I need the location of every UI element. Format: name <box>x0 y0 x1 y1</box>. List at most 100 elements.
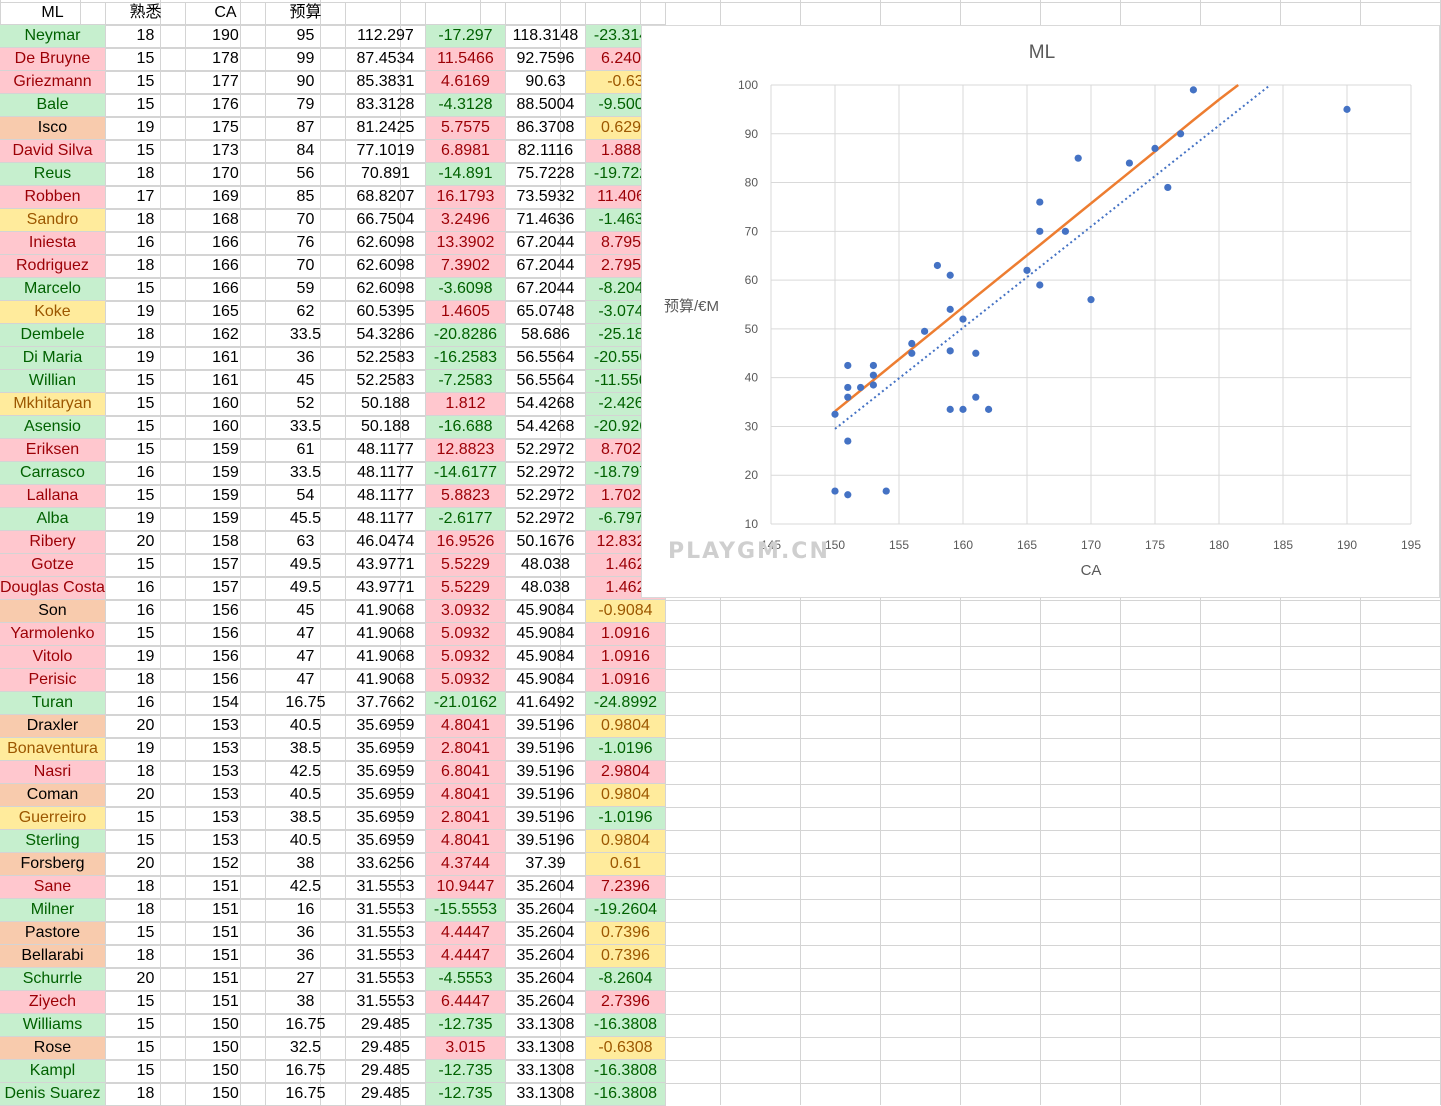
table-cell[interactable]: 40.5 <box>265 829 346 853</box>
table-cell[interactable]: 15 <box>105 484 186 508</box>
table-cell[interactable]: 18 <box>105 668 186 692</box>
table-cell[interactable]: 37.39 <box>505 852 586 876</box>
table-cell[interactable]: -16.3808 <box>585 1082 666 1106</box>
table-cell[interactable]: 176 <box>185 93 266 117</box>
table-cell[interactable]: 151 <box>185 898 266 922</box>
table-cell[interactable]: 35.6959 <box>345 714 426 738</box>
header-cell[interactable]: 熟悉 <box>105 2 186 25</box>
table-cell[interactable]: 15 <box>105 622 186 646</box>
table-cell[interactable]: 76 <box>265 231 346 255</box>
header-cell[interactable]: 预算 <box>265 2 346 25</box>
table-cell[interactable]: 153 <box>185 737 266 761</box>
player-name-cell[interactable]: Denis Suarez <box>0 1082 106 1106</box>
table-cell[interactable]: 153 <box>185 806 266 830</box>
table-cell[interactable]: 35.2604 <box>505 944 586 968</box>
table-cell[interactable]: 159 <box>185 461 266 485</box>
table-cell[interactable]: 151 <box>185 990 266 1014</box>
table-cell[interactable]: 38 <box>265 852 346 876</box>
table-cell[interactable]: 41.6492 <box>505 691 586 715</box>
table-cell[interactable]: 75.7228 <box>505 162 586 186</box>
player-name-cell[interactable]: Draxler <box>0 714 106 738</box>
table-cell[interactable]: 71.4636 <box>505 208 586 232</box>
table-cell[interactable]: 153 <box>185 829 266 853</box>
table-cell[interactable]: 52.2583 <box>345 346 426 370</box>
table-cell[interactable]: 43.9771 <box>345 553 426 577</box>
player-name-cell[interactable]: Ziyech <box>0 990 106 1014</box>
table-cell[interactable]: 36 <box>265 921 346 945</box>
table-cell[interactable]: 45 <box>265 369 346 393</box>
table-cell[interactable]: 170 <box>185 162 266 186</box>
table-cell[interactable]: 175 <box>185 116 266 140</box>
player-name-cell[interactable]: Isco <box>0 116 106 140</box>
table-cell[interactable]: 61 <box>265 438 346 462</box>
table-cell[interactable]: 1.0916 <box>585 668 666 692</box>
player-name-cell[interactable]: Yarmolenko <box>0 622 106 646</box>
table-cell[interactable]: 79 <box>265 93 346 117</box>
table-cell[interactable]: 54.3286 <box>345 323 426 347</box>
table-cell[interactable]: 31.5553 <box>345 898 426 922</box>
table-cell[interactable]: 151 <box>185 944 266 968</box>
table-cell[interactable]: 48.1177 <box>345 484 426 508</box>
table-cell[interactable]: 156 <box>185 599 266 623</box>
table-cell[interactable]: -16.3808 <box>585 1059 666 1083</box>
table-cell[interactable]: 5.5229 <box>425 576 506 600</box>
player-name-cell[interactable]: Perisic <box>0 668 106 692</box>
table-cell[interactable]: 0.9804 <box>585 829 666 853</box>
table-cell[interactable]: 15 <box>105 70 186 94</box>
table-cell[interactable]: 19 <box>105 645 186 669</box>
table-cell[interactable]: 83.3128 <box>345 93 426 117</box>
table-cell[interactable]: -1.0196 <box>585 737 666 761</box>
table-cell[interactable]: 88.5004 <box>505 93 586 117</box>
player-name-cell[interactable]: Guerreiro <box>0 806 106 830</box>
table-cell[interactable]: 2.7396 <box>585 990 666 1014</box>
table-cell[interactable]: 3.015 <box>425 1036 506 1060</box>
table-cell[interactable]: 4.8041 <box>425 783 506 807</box>
table-cell[interactable]: 48.1177 <box>345 438 426 462</box>
table-cell[interactable]: 12.8823 <box>425 438 506 462</box>
table-cell[interactable]: 150 <box>185 1059 266 1083</box>
player-name-cell[interactable]: Bellarabi <box>0 944 106 968</box>
table-cell[interactable]: 15 <box>105 806 186 830</box>
table-cell[interactable]: 45.9084 <box>505 622 586 646</box>
table-cell[interactable]: 33.1308 <box>505 1036 586 1060</box>
table-cell[interactable]: 33.5 <box>265 461 346 485</box>
table-cell[interactable]: -4.5553 <box>425 967 506 991</box>
table-cell[interactable]: 157 <box>185 576 266 600</box>
table-cell[interactable]: 0.9804 <box>585 714 666 738</box>
table-cell[interactable]: 156 <box>185 645 266 669</box>
table-cell[interactable]: -7.2583 <box>425 369 506 393</box>
player-name-cell[interactable]: Robben <box>0 185 106 209</box>
player-name-cell[interactable]: Carrasco <box>0 461 106 485</box>
table-cell[interactable]: 5.0932 <box>425 668 506 692</box>
table-cell[interactable]: 99 <box>265 47 346 71</box>
table-cell[interactable]: 68.8207 <box>345 185 426 209</box>
table-cell[interactable]: 18 <box>105 898 186 922</box>
header-cell[interactable]: ML <box>0 2 106 25</box>
player-name-cell[interactable]: Neymar <box>0 24 106 48</box>
table-cell[interactable]: 85.3831 <box>345 70 426 94</box>
table-cell[interactable]: 59 <box>265 277 346 301</box>
table-cell[interactable]: 157 <box>185 553 266 577</box>
table-cell[interactable]: 33.1308 <box>505 1082 586 1106</box>
table-cell[interactable]: 50.188 <box>345 392 426 416</box>
table-cell[interactable]: 178 <box>185 47 266 71</box>
table-cell[interactable]: 168 <box>185 208 266 232</box>
table-cell[interactable]: -21.0162 <box>425 691 506 715</box>
table-cell[interactable]: 62.6098 <box>345 254 426 278</box>
table-cell[interactable]: 33.5 <box>265 323 346 347</box>
table-cell[interactable]: 35.6959 <box>345 829 426 853</box>
table-cell[interactable]: -14.6177 <box>425 461 506 485</box>
table-cell[interactable]: 16.1793 <box>425 185 506 209</box>
table-cell[interactable]: 52.2972 <box>505 438 586 462</box>
player-name-cell[interactable]: Bonaventura <box>0 737 106 761</box>
player-name-cell[interactable]: Lallana <box>0 484 106 508</box>
table-cell[interactable]: 16 <box>265 898 346 922</box>
table-cell[interactable]: 15 <box>105 921 186 945</box>
table-cell[interactable]: 33.6256 <box>345 852 426 876</box>
table-cell[interactable]: 33.5 <box>265 415 346 439</box>
player-name-cell[interactable]: Asensio <box>0 415 106 439</box>
table-cell[interactable]: 42.5 <box>265 760 346 784</box>
table-cell[interactable]: 156 <box>185 622 266 646</box>
player-name-cell[interactable]: Pastore <box>0 921 106 945</box>
table-cell[interactable]: 38.5 <box>265 806 346 830</box>
